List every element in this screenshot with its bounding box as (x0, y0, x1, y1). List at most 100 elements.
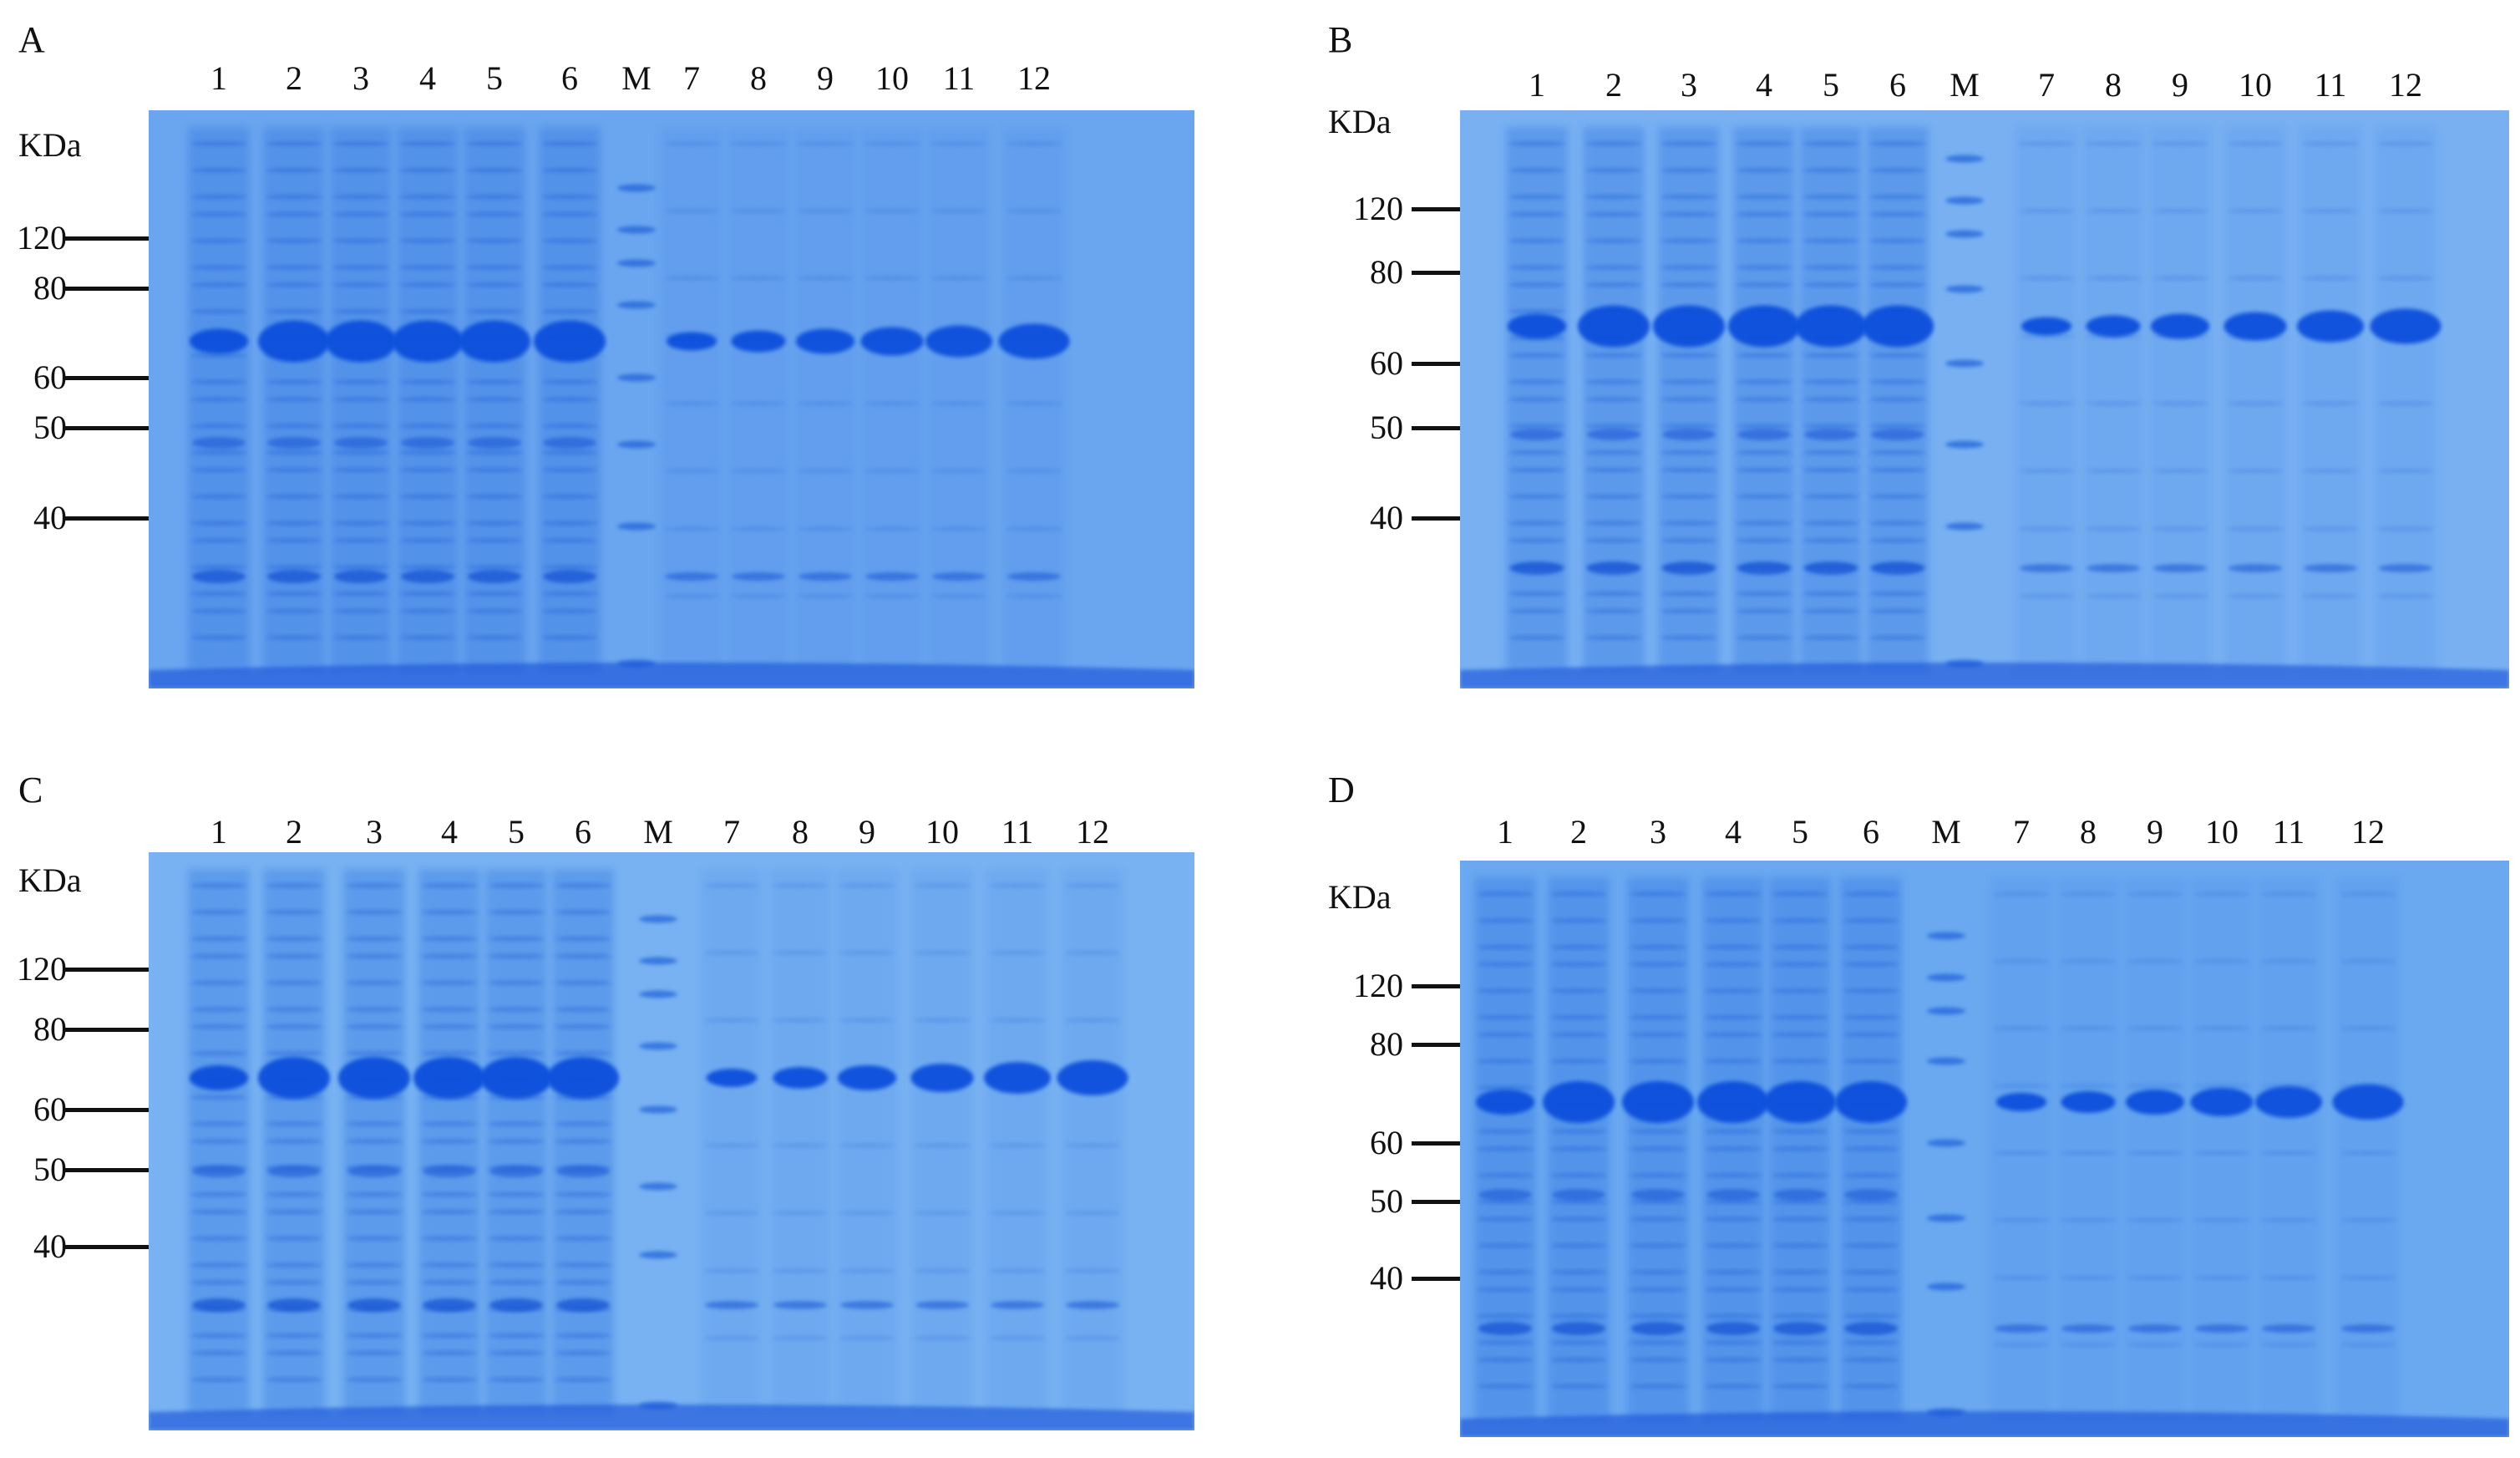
gel-image (1460, 110, 2509, 688)
marker-tick (1412, 271, 1487, 275)
minor-band (1843, 1313, 1899, 1319)
minor-band (1508, 521, 1565, 526)
marker-size-label: 80 (1370, 1025, 1403, 1063)
minor-band (332, 467, 389, 473)
lane-label: 5 (1823, 66, 1839, 104)
minor-band (1772, 1313, 1828, 1319)
minor-band (190, 1236, 247, 1242)
minor-band (2302, 526, 2359, 531)
minor-band (266, 194, 322, 200)
minor-band (399, 397, 456, 402)
target-band (860, 327, 924, 356)
ladder-band (639, 990, 677, 998)
target-band (325, 320, 397, 363)
minor-band (1550, 1014, 1607, 1020)
minor-band (1869, 265, 1926, 271)
minor-band (466, 194, 523, 200)
minor-band (1550, 1199, 1607, 1205)
ladder-band (639, 915, 677, 923)
marker-tick (1412, 426, 1487, 430)
minor-band (730, 141, 787, 146)
minor-band (190, 265, 247, 271)
minor-band (190, 1121, 247, 1127)
minor-band (1550, 1129, 1607, 1135)
lane-label: 4 (1725, 813, 1742, 851)
mid-band (1737, 429, 1791, 440)
minor-band (1630, 1384, 1686, 1389)
minor-band (1508, 450, 1565, 455)
lane-label: 5 (508, 813, 525, 851)
lane-label: 4 (1756, 66, 1772, 104)
minor-band (346, 980, 403, 986)
minor-band (2227, 208, 2284, 214)
minor-band (1550, 1032, 1607, 1038)
minor-band (1869, 521, 1926, 526)
minor-band (2260, 1083, 2317, 1089)
minor-band (864, 141, 920, 146)
minor-band (1550, 1313, 1607, 1319)
lane-label: 1 (210, 59, 227, 97)
lane-smear (2224, 127, 2286, 672)
minor-band (399, 141, 456, 146)
minor-band (1630, 1339, 1686, 1345)
minor-band (1550, 1269, 1607, 1275)
minor-band (399, 467, 456, 473)
ladder-band (617, 226, 656, 234)
minor-band (1736, 635, 1792, 641)
ladder-band (1927, 1214, 1965, 1222)
minor-band (466, 211, 523, 217)
kda-label: KDa (18, 861, 82, 899)
minor-band (266, 1377, 322, 1383)
minor-band (703, 883, 760, 888)
minor-band (1006, 401, 1062, 406)
minor-band (1803, 635, 1859, 641)
minor-band (930, 593, 987, 599)
minor-band (190, 141, 247, 146)
minor-band (797, 276, 854, 281)
target-band (190, 328, 248, 354)
target-band (459, 320, 530, 363)
minor-band (1630, 944, 1686, 950)
minor-band (190, 591, 247, 597)
minor-band (1477, 1146, 1534, 1151)
minor-band (190, 608, 247, 614)
minor-band (1006, 593, 1062, 599)
minor-band (1508, 238, 1565, 244)
minor-band (266, 167, 322, 173)
minor-band (332, 282, 389, 287)
minor-band (772, 1018, 829, 1023)
minor-band (555, 1121, 611, 1127)
lower-band (347, 1298, 401, 1312)
minor-band (663, 141, 720, 146)
minor-band (772, 950, 829, 956)
marker-size-label: 40 (1370, 499, 1403, 536)
minor-band (332, 635, 389, 641)
minor-band (1705, 1313, 1762, 1319)
minor-band (1064, 1018, 1121, 1023)
lane-label: 3 (352, 59, 369, 97)
minor-band (541, 467, 598, 473)
minor-band (1843, 1217, 1899, 1222)
target-band (1862, 305, 1934, 348)
lower-band (543, 570, 596, 583)
ladder-band (1945, 155, 1984, 163)
minor-band (663, 276, 720, 281)
minor-band (541, 450, 598, 455)
minor-band (2377, 141, 2434, 146)
mid-band (1844, 1189, 1898, 1201)
minor-band (2152, 526, 2208, 531)
minor-band (399, 635, 456, 641)
minor-band (1705, 917, 1762, 923)
minor-band (488, 909, 545, 915)
minor-band (421, 1139, 478, 1144)
minor-band (1803, 282, 1859, 287)
minor-band (466, 537, 523, 543)
minor-band (1661, 379, 1717, 385)
minor-band (266, 238, 322, 244)
target-band (1508, 313, 1566, 339)
minor-band (1843, 1199, 1899, 1205)
minor-band (541, 308, 598, 314)
minor-band (190, 1262, 247, 1268)
minor-band (703, 1210, 760, 1216)
ladder-band (617, 522, 656, 531)
